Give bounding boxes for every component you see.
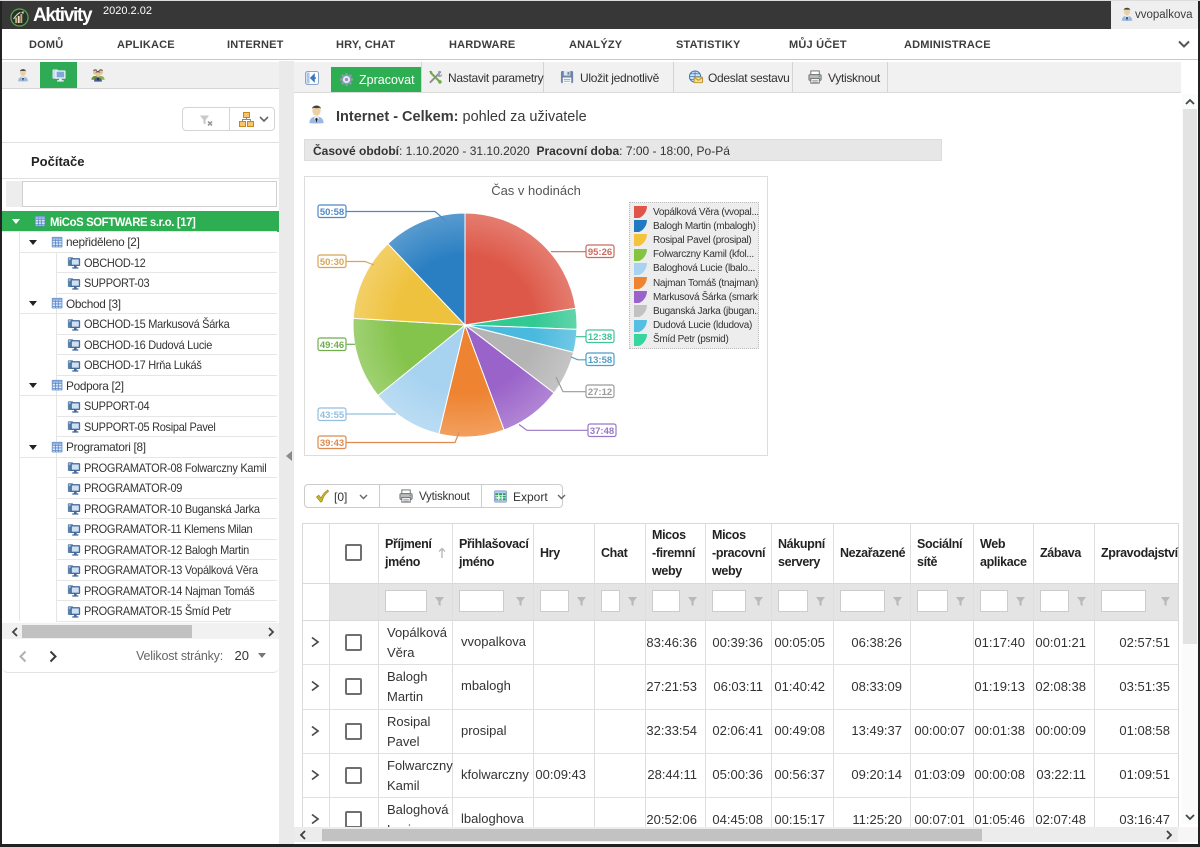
svg-text:39:43: 39:43	[320, 438, 344, 449]
svg-text:50:30: 50:30	[320, 257, 344, 268]
svg-text:12:38: 12:38	[588, 332, 612, 343]
svg-text:37:48: 37:48	[590, 426, 614, 437]
svg-text:43:55: 43:55	[320, 410, 345, 421]
svg-text:49:46: 49:46	[320, 340, 344, 351]
svg-text:13:58: 13:58	[588, 355, 612, 366]
svg-text:50:58: 50:58	[320, 207, 344, 218]
svg-text:27:12: 27:12	[588, 387, 612, 398]
svg-text:95:26: 95:26	[588, 247, 612, 258]
